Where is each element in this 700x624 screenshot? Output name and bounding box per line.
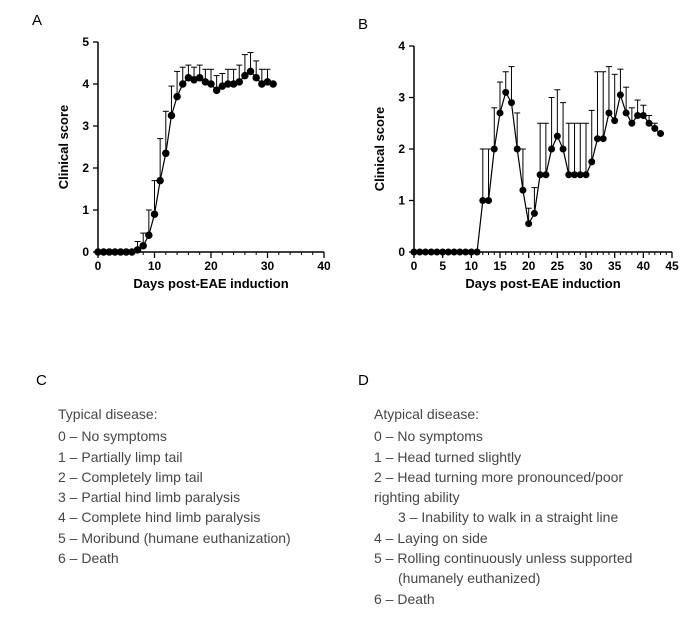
- panel-label-d: D: [358, 372, 369, 389]
- svg-text:10: 10: [465, 259, 479, 273]
- legend-item: 1 – Head turned slightly: [374, 447, 684, 467]
- svg-text:3: 3: [82, 119, 89, 133]
- svg-text:40: 40: [317, 259, 331, 273]
- svg-text:2: 2: [82, 161, 89, 175]
- legend-item: 6 – Death: [58, 548, 338, 568]
- svg-text:20: 20: [522, 259, 536, 273]
- svg-text:Days post-EAE induction: Days post-EAE induction: [465, 276, 620, 291]
- legend-item: 0 – No symptoms: [374, 426, 684, 446]
- svg-text:40: 40: [637, 259, 651, 273]
- legend-d: Atypical disease: 0 – No symptoms1 – Hea…: [374, 404, 684, 609]
- panel-label-a: A: [32, 12, 42, 29]
- svg-text:2: 2: [398, 142, 405, 156]
- legend-item: 5 – Moribund (humane euthanization): [58, 528, 338, 548]
- svg-text:10: 10: [148, 259, 162, 273]
- svg-text:3: 3: [398, 91, 405, 105]
- svg-text:15: 15: [493, 259, 507, 273]
- legend-item: 1 – Partially limp tail: [58, 447, 338, 467]
- chart-a: 0 1 2 3 4 5 0 10 20 30 40 Days post-EAE induction Cl…: [54, 34, 334, 294]
- panel-label-b: B: [358, 16, 368, 33]
- chart-a-svg: 0 1 2 3 4 5 0 10 20 30 40 Days post-EAE induction Cl…: [54, 34, 334, 294]
- legend-item: 0 – No symptoms: [58, 426, 338, 446]
- legend-d-items: 0 – No symptoms1 – Head turned slightly2…: [374, 426, 684, 609]
- svg-text:0: 0: [411, 259, 418, 273]
- svg-text:5: 5: [82, 35, 89, 49]
- legend-item: 5 – Rolling continuously unless supporte…: [374, 548, 684, 568]
- svg-text:20: 20: [204, 259, 218, 273]
- legend-item: 3 – Partial hind limb paralysis: [58, 487, 338, 507]
- svg-text:0: 0: [95, 259, 102, 273]
- svg-text:Days post-EAE induction: Days post-EAE induction: [133, 276, 288, 291]
- legend-item: 2 – Head turning more pronounced/poor: [374, 467, 684, 487]
- panel-label-c: C: [36, 372, 47, 389]
- svg-text:1: 1: [398, 194, 405, 208]
- svg-text:Clinical score: Clinical score: [372, 107, 387, 192]
- svg-text:30: 30: [261, 259, 275, 273]
- svg-text:0: 0: [82, 245, 89, 259]
- legend-item: 3 – Inability to walk in a straight line: [374, 507, 684, 527]
- svg-text:30: 30: [579, 259, 593, 273]
- legend-item: 6 – Death: [374, 589, 684, 609]
- legend-item: 4 – Laying on side: [374, 528, 684, 548]
- svg-text:4: 4: [82, 77, 89, 91]
- svg-text:Clinical score: Clinical score: [56, 105, 71, 190]
- svg-text:25: 25: [551, 259, 565, 273]
- svg-text:4: 4: [398, 39, 405, 53]
- legend-item: 2 – Completely limp tail: [58, 467, 338, 487]
- legend-item: 4 – Complete hind limb paralysis: [58, 507, 338, 527]
- svg-text:1: 1: [82, 203, 89, 217]
- legend-item: (humanely euthanized): [374, 568, 684, 588]
- legend-c-title: Typical disease:: [58, 404, 338, 424]
- chart-b: 01234051015202530354045Days post-EAE ind…: [370, 38, 680, 294]
- svg-text:0: 0: [398, 245, 405, 259]
- svg-text:35: 35: [608, 259, 622, 273]
- chart-b-svg: 01234051015202530354045Days post-EAE ind…: [370, 38, 680, 294]
- legend-c-items: 0 – No symptoms1 – Partially limp tail2 …: [58, 426, 338, 568]
- legend-d-title: Atypical disease:: [374, 404, 684, 424]
- legend-c: Typical disease: 0 – No symptoms1 – Part…: [58, 404, 338, 568]
- svg-text:5: 5: [439, 259, 446, 273]
- legend-item: righting ability: [374, 487, 684, 507]
- svg-text:45: 45: [665, 259, 679, 273]
